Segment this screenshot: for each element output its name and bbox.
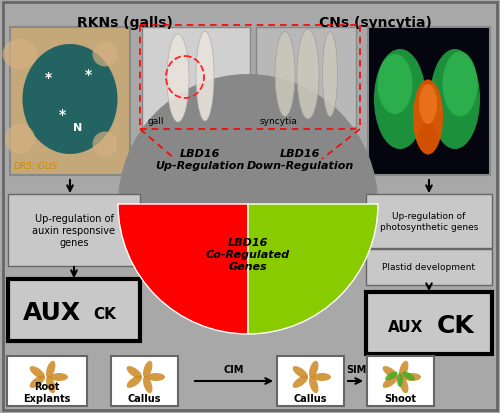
Ellipse shape <box>30 366 45 379</box>
Text: gall: gall <box>148 117 164 126</box>
Ellipse shape <box>275 33 295 117</box>
Text: LBD16
Down-Regulation: LBD16 Down-Regulation <box>246 149 354 171</box>
Ellipse shape <box>399 361 408 378</box>
FancyBboxPatch shape <box>366 292 492 354</box>
Text: CK: CK <box>437 313 475 337</box>
Ellipse shape <box>143 376 152 393</box>
Ellipse shape <box>297 30 319 120</box>
Ellipse shape <box>292 366 308 379</box>
Text: N: N <box>74 123 82 133</box>
Text: Root
Explants: Root Explants <box>24 382 70 403</box>
FancyBboxPatch shape <box>142 28 250 128</box>
FancyBboxPatch shape <box>10 28 130 176</box>
Text: DR5::GUS: DR5::GUS <box>14 161 58 171</box>
Text: syncytia: syncytia <box>260 117 298 126</box>
FancyBboxPatch shape <box>111 356 178 406</box>
Ellipse shape <box>2 40 37 70</box>
Ellipse shape <box>402 372 415 380</box>
Ellipse shape <box>382 366 398 379</box>
Text: LBD16
Up-Regulation: LBD16 Up-Regulation <box>156 149 244 171</box>
Text: LBD16
Co-Regulated
Genes: LBD16 Co-Regulated Genes <box>206 238 290 271</box>
FancyBboxPatch shape <box>8 195 140 266</box>
Ellipse shape <box>385 372 398 380</box>
Ellipse shape <box>46 361 56 378</box>
Text: AUX: AUX <box>388 320 424 335</box>
Ellipse shape <box>143 361 152 378</box>
Ellipse shape <box>126 375 142 388</box>
Ellipse shape <box>322 33 338 117</box>
FancyBboxPatch shape <box>3 3 497 410</box>
Wedge shape <box>248 204 378 334</box>
Ellipse shape <box>46 376 56 393</box>
Text: Callus: Callus <box>293 393 327 403</box>
Wedge shape <box>118 204 248 334</box>
Text: CNs (syncytia): CNs (syncytia) <box>318 16 432 30</box>
FancyBboxPatch shape <box>366 195 492 248</box>
FancyBboxPatch shape <box>7 356 87 406</box>
Ellipse shape <box>403 373 421 381</box>
Ellipse shape <box>399 376 408 393</box>
Ellipse shape <box>167 35 189 123</box>
Ellipse shape <box>126 366 142 379</box>
Ellipse shape <box>413 80 443 155</box>
Text: CK: CK <box>94 307 116 322</box>
Ellipse shape <box>50 373 68 381</box>
Text: AUX: AUX <box>23 300 81 324</box>
Ellipse shape <box>313 373 331 381</box>
FancyBboxPatch shape <box>367 356 434 406</box>
Ellipse shape <box>374 50 426 150</box>
Text: Up-regulation of
photosynthetic genes: Up-regulation of photosynthetic genes <box>380 212 478 231</box>
Ellipse shape <box>22 45 118 154</box>
Ellipse shape <box>30 375 45 388</box>
Ellipse shape <box>92 43 118 67</box>
Ellipse shape <box>292 375 308 388</box>
Ellipse shape <box>378 55 412 115</box>
Ellipse shape <box>382 375 398 388</box>
Text: *: * <box>84 68 91 82</box>
FancyBboxPatch shape <box>277 356 344 406</box>
Text: Shoot: Shoot <box>384 393 416 403</box>
Ellipse shape <box>147 373 165 381</box>
Ellipse shape <box>309 376 318 393</box>
Ellipse shape <box>196 32 214 122</box>
Ellipse shape <box>397 373 403 387</box>
Text: *: * <box>58 108 66 122</box>
Ellipse shape <box>419 85 437 125</box>
Ellipse shape <box>5 125 35 154</box>
Text: CIM: CIM <box>224 364 244 374</box>
Text: RKNs (galls): RKNs (galls) <box>77 16 173 30</box>
FancyBboxPatch shape <box>366 249 492 285</box>
Text: *: * <box>44 71 52 85</box>
FancyBboxPatch shape <box>256 28 356 128</box>
Text: SIM: SIM <box>346 364 366 374</box>
Text: Callus: Callus <box>127 393 161 403</box>
FancyBboxPatch shape <box>368 28 490 176</box>
Ellipse shape <box>442 52 478 117</box>
FancyBboxPatch shape <box>8 279 140 341</box>
Text: Up-regulation of
auxin responsive
genes: Up-regulation of auxin responsive genes <box>32 214 116 247</box>
Ellipse shape <box>309 361 318 378</box>
Text: Plastid development: Plastid development <box>382 263 476 272</box>
Wedge shape <box>118 75 378 334</box>
Ellipse shape <box>92 132 118 157</box>
Ellipse shape <box>430 50 480 150</box>
